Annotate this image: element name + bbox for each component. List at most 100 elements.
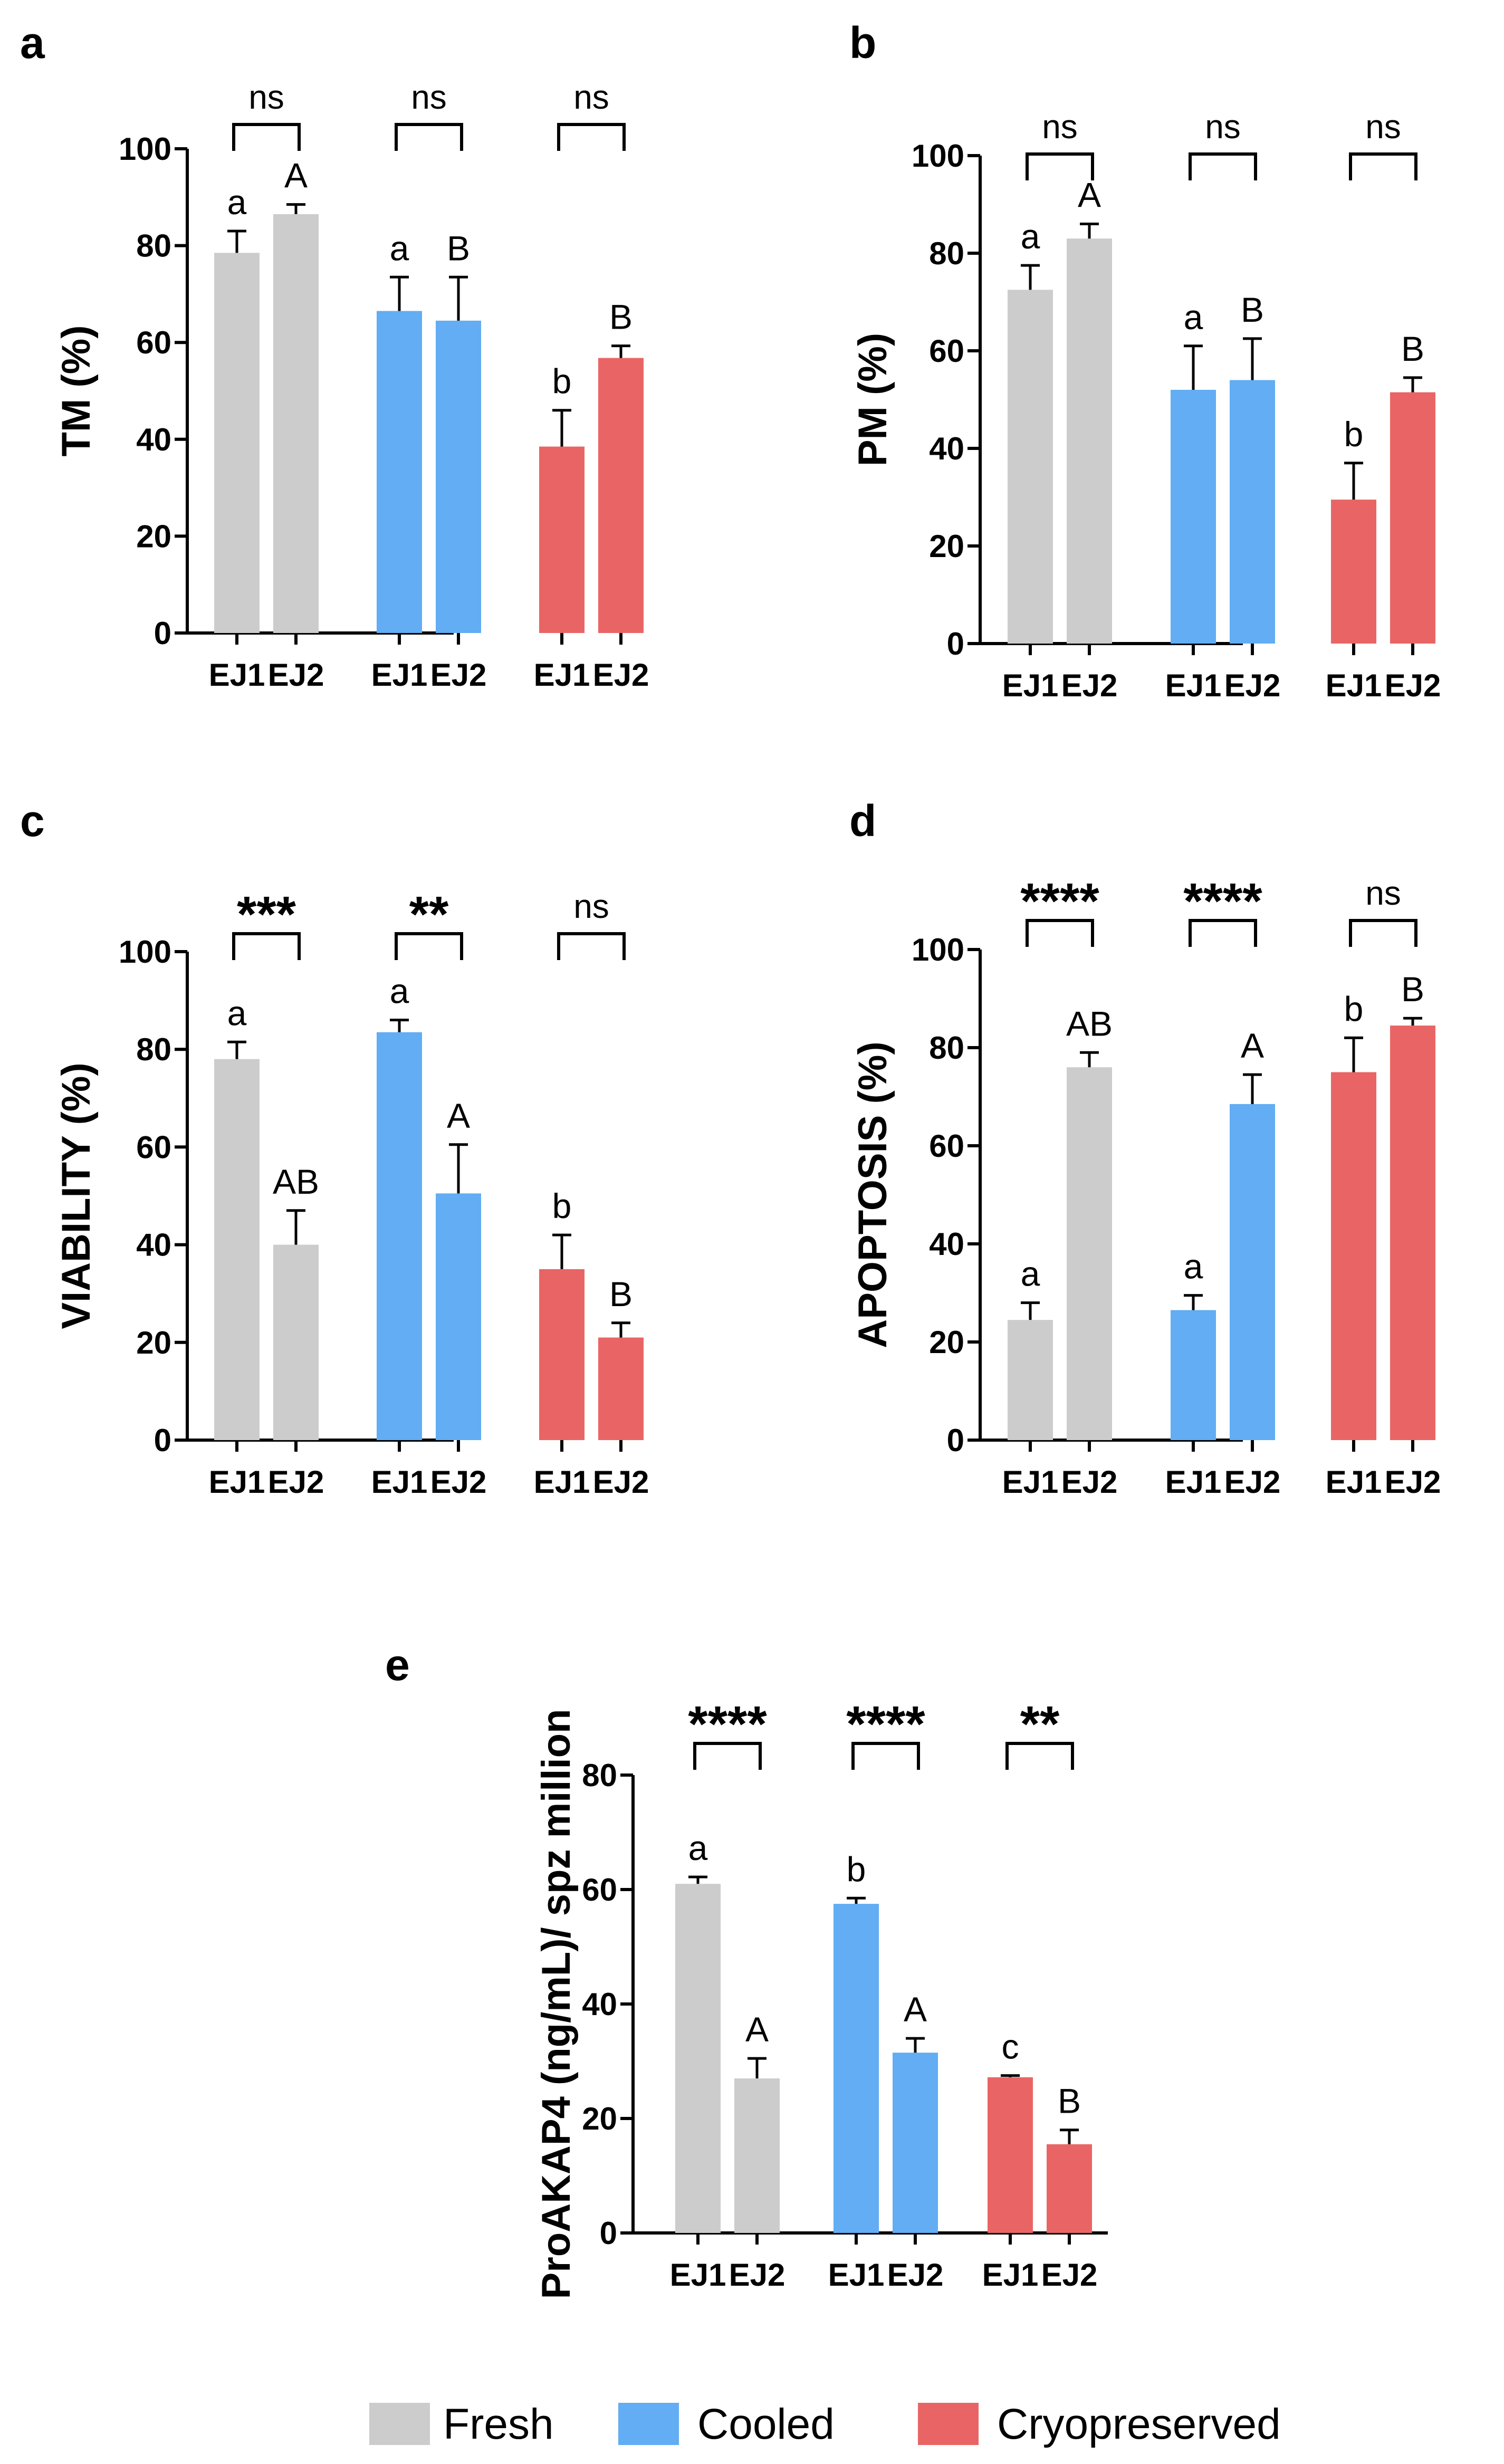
group-letter: A <box>447 1096 470 1135</box>
y-axis-title: VIABILITY (%) <box>54 1062 99 1329</box>
y-tick-label: 60 <box>136 325 171 360</box>
group-letter: b <box>552 362 572 401</box>
bar-fresh-ej2 <box>1067 1067 1112 1440</box>
bar-cooled-ej1 <box>834 1904 879 2233</box>
group-letter: B <box>609 1274 633 1314</box>
y-axis-title: PM (%) <box>850 333 895 466</box>
x-tick-label: EJ2 <box>729 2257 785 2293</box>
x-tick-label: EJ2 <box>1385 668 1441 703</box>
group-letter: B <box>1401 970 1424 1009</box>
group-letter: c <box>1002 2027 1019 2066</box>
x-tick-label: EJ1 <box>670 2257 726 2293</box>
significance-bracket <box>557 123 626 151</box>
bar-cryopreserved-ej1 <box>1331 1072 1376 1440</box>
group-letter: B <box>1058 2082 1081 2121</box>
x-tick-label: EJ1 <box>982 2257 1039 2293</box>
y-tick-label: 40 <box>136 422 171 457</box>
significance-label: ns <box>573 78 609 116</box>
group-letter: b <box>552 1186 572 1225</box>
group-letter: A <box>1241 1026 1264 1065</box>
y-tick-label: 100 <box>912 932 964 967</box>
group-letter: B <box>1401 329 1424 368</box>
x-tick-label: EJ1 <box>1326 1464 1382 1500</box>
bar-cooled-ej1 <box>377 311 422 633</box>
significance-bracket <box>1349 152 1417 180</box>
bar-cryopreserved-ej2 <box>1390 1025 1435 1440</box>
x-tick-label: EJ1 <box>534 1464 590 1500</box>
bar-cryopreserved-ej2 <box>1047 2144 1092 2233</box>
significance-bracket <box>1349 919 1417 947</box>
y-tick-label: 40 <box>929 1226 964 1262</box>
x-tick-label: EJ2 <box>430 1464 487 1500</box>
group-letter: AB <box>273 1162 319 1201</box>
y-tick-label: 0 <box>154 1423 171 1458</box>
bar-cryopreserved-ej2 <box>598 1337 644 1440</box>
group-letter: AB <box>1066 1004 1113 1043</box>
significance-label: ** <box>409 886 449 943</box>
significance-label: *** <box>237 886 296 943</box>
significance-bracket <box>395 123 463 151</box>
group-letter: A <box>284 156 308 195</box>
significance-label: ns <box>573 887 609 925</box>
bar-fresh-ej2 <box>734 2078 780 2233</box>
x-tick-label: EJ1 <box>1165 668 1222 703</box>
bar-cooled-ej2 <box>436 1193 481 1440</box>
y-tick-label: 20 <box>582 2101 617 2136</box>
chart-panel-e: e ProAKAP4 (ng/mL)/ spz million 0 20 40 60 80 a… <box>385 1640 1108 2299</box>
x-tick-label: EJ1 <box>371 657 428 693</box>
y-tick-label: 0 <box>947 626 964 661</box>
legend: Fresh Cooled Cryopreserved <box>369 2400 1281 2448</box>
significance-label: ns <box>411 78 447 116</box>
y-tick-label: 20 <box>929 1325 964 1360</box>
y-tick-label: 80 <box>136 1032 171 1067</box>
significance-bracket <box>557 932 626 960</box>
y-tick-label: 40 <box>136 1228 171 1263</box>
significance-label: **** <box>846 1696 925 1752</box>
legend-label-cryopreserved: Cryopreserved <box>997 2400 1281 2448</box>
legend-label-cooled: Cooled <box>697 2400 835 2448</box>
significance-label: ns <box>248 78 284 116</box>
x-tick-label: EJ1 <box>209 657 265 693</box>
group-letter: b <box>1344 989 1364 1028</box>
panel-label-a: a <box>20 18 45 68</box>
y-tick-label: 0 <box>947 1423 964 1458</box>
bar-fresh-ej1 <box>214 1059 260 1440</box>
y-axis-title: APOPTOSIS (%) <box>850 1041 895 1348</box>
group-letter: B <box>1241 290 1264 329</box>
significance-bracket <box>1189 152 1257 180</box>
significance-bracket <box>1026 919 1094 947</box>
x-tick-label: EJ1 <box>534 657 590 693</box>
significance-bracket <box>1005 1742 1074 1770</box>
x-tick-label: EJ2 <box>268 1464 324 1500</box>
y-tick-label: 80 <box>136 228 171 264</box>
bar-cryopreserved-ej1 <box>988 2077 1033 2233</box>
significance-label: ns <box>1205 108 1241 146</box>
y-axis-title: TM (%) <box>54 325 99 456</box>
group-letter: A <box>904 1990 927 2029</box>
x-tick-label: EJ2 <box>1061 1464 1118 1500</box>
y-tick-label: 40 <box>929 431 964 466</box>
group-letter: a <box>1021 1254 1040 1293</box>
y-axis-title: ProAKAP4 (ng/mL)/ spz million <box>534 1709 579 2299</box>
significance-bracket <box>1026 152 1094 180</box>
group-letter: a <box>227 183 247 222</box>
x-tick-label: EJ2 <box>268 657 324 693</box>
x-tick-label: EJ1 <box>1002 1464 1059 1500</box>
significance-label: **** <box>1020 873 1099 929</box>
bar-cooled-ej2 <box>1230 380 1275 644</box>
panel-label-e: e <box>385 1640 410 1690</box>
y-tick-label: 80 <box>929 236 964 271</box>
group-letter: B <box>609 298 633 337</box>
legend-swatch-cooled <box>618 2403 679 2445</box>
y-tick-label: 60 <box>929 1128 964 1164</box>
bar-cryopreserved-ej1 <box>1331 500 1376 644</box>
bar-fresh-ej2 <box>1067 238 1112 644</box>
x-tick-label: EJ2 <box>1224 1464 1281 1500</box>
x-tick-label: EJ2 <box>593 657 649 693</box>
group-letter: a <box>227 993 247 1032</box>
y-tick-label: 60 <box>136 1129 171 1165</box>
group-letter: A <box>745 2010 769 2049</box>
legend-label-fresh: Fresh <box>443 2400 554 2448</box>
